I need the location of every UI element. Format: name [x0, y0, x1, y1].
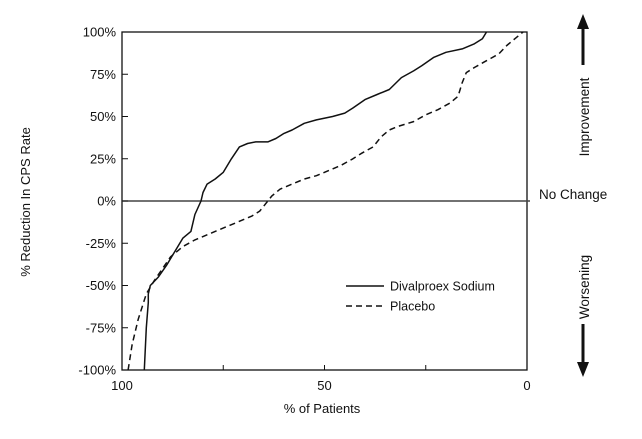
- y-tick-label: 75%: [90, 67, 116, 82]
- x-axis-title: % of Patients: [284, 401, 361, 416]
- y-tick-label: -75%: [86, 320, 117, 335]
- y-tick-label: -25%: [86, 236, 117, 251]
- improvement-arrow-icon: [577, 14, 589, 65]
- legend-label: Placebo: [390, 300, 435, 314]
- legend-label: Divalproex Sodium: [390, 280, 495, 294]
- worsening-label: Worsening: [577, 255, 592, 319]
- y-tick-label: 25%: [90, 151, 116, 166]
- legend: Divalproex Sodium Placebo: [346, 280, 495, 314]
- reference-line-label: No Change: [539, 187, 607, 202]
- y-tick-label: 50%: [90, 109, 116, 124]
- x-tick-label: 50: [317, 378, 331, 393]
- x-tick-label: 0: [523, 378, 530, 393]
- improvement-label: Improvement: [577, 77, 592, 156]
- plot-area: [121, 31, 530, 371]
- x-tick-label: 100: [111, 378, 133, 393]
- axes: 100% 75% 50% 25% 0% -25% -50% -75% -100%100 50 0: [78, 25, 530, 394]
- worsening-arrow-icon: [577, 324, 589, 377]
- y-tick-label: -50%: [86, 278, 117, 293]
- y-tick-label: 100%: [83, 25, 117, 40]
- y-tick-label: -100%: [78, 363, 116, 378]
- series-line-placebo: [127, 31, 524, 371]
- y-tick-label: 0%: [97, 194, 116, 209]
- series-group: [127, 31, 524, 371]
- y-axis-title: % Reduction In CPS Rate: [18, 127, 33, 277]
